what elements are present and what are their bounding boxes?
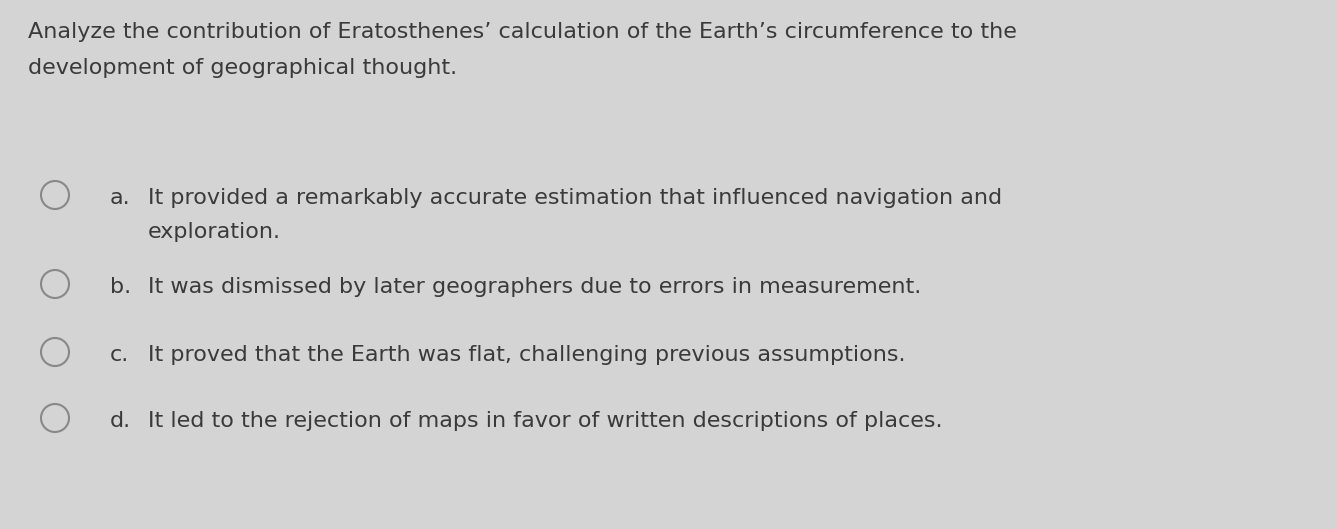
Text: It led to the rejection of maps in favor of written descriptions of places.: It led to the rejection of maps in favor… bbox=[148, 411, 943, 431]
Text: a.: a. bbox=[110, 188, 131, 208]
Text: d.: d. bbox=[110, 411, 131, 431]
Text: It provided a remarkably accurate estimation that influenced navigation and: It provided a remarkably accurate estima… bbox=[148, 188, 1003, 208]
Text: b.: b. bbox=[110, 277, 131, 297]
Text: development of geographical thought.: development of geographical thought. bbox=[28, 58, 457, 78]
Text: It proved that the Earth was flat, challenging previous assumptions.: It proved that the Earth was flat, chall… bbox=[148, 345, 905, 365]
Text: It was dismissed by later geographers due to errors in measurement.: It was dismissed by later geographers du… bbox=[148, 277, 921, 297]
Text: c.: c. bbox=[110, 345, 130, 365]
Text: Analyze the contribution of Eratosthenes’ calculation of the Earth’s circumferen: Analyze the contribution of Eratosthenes… bbox=[28, 22, 1017, 42]
Text: exploration.: exploration. bbox=[148, 222, 281, 242]
